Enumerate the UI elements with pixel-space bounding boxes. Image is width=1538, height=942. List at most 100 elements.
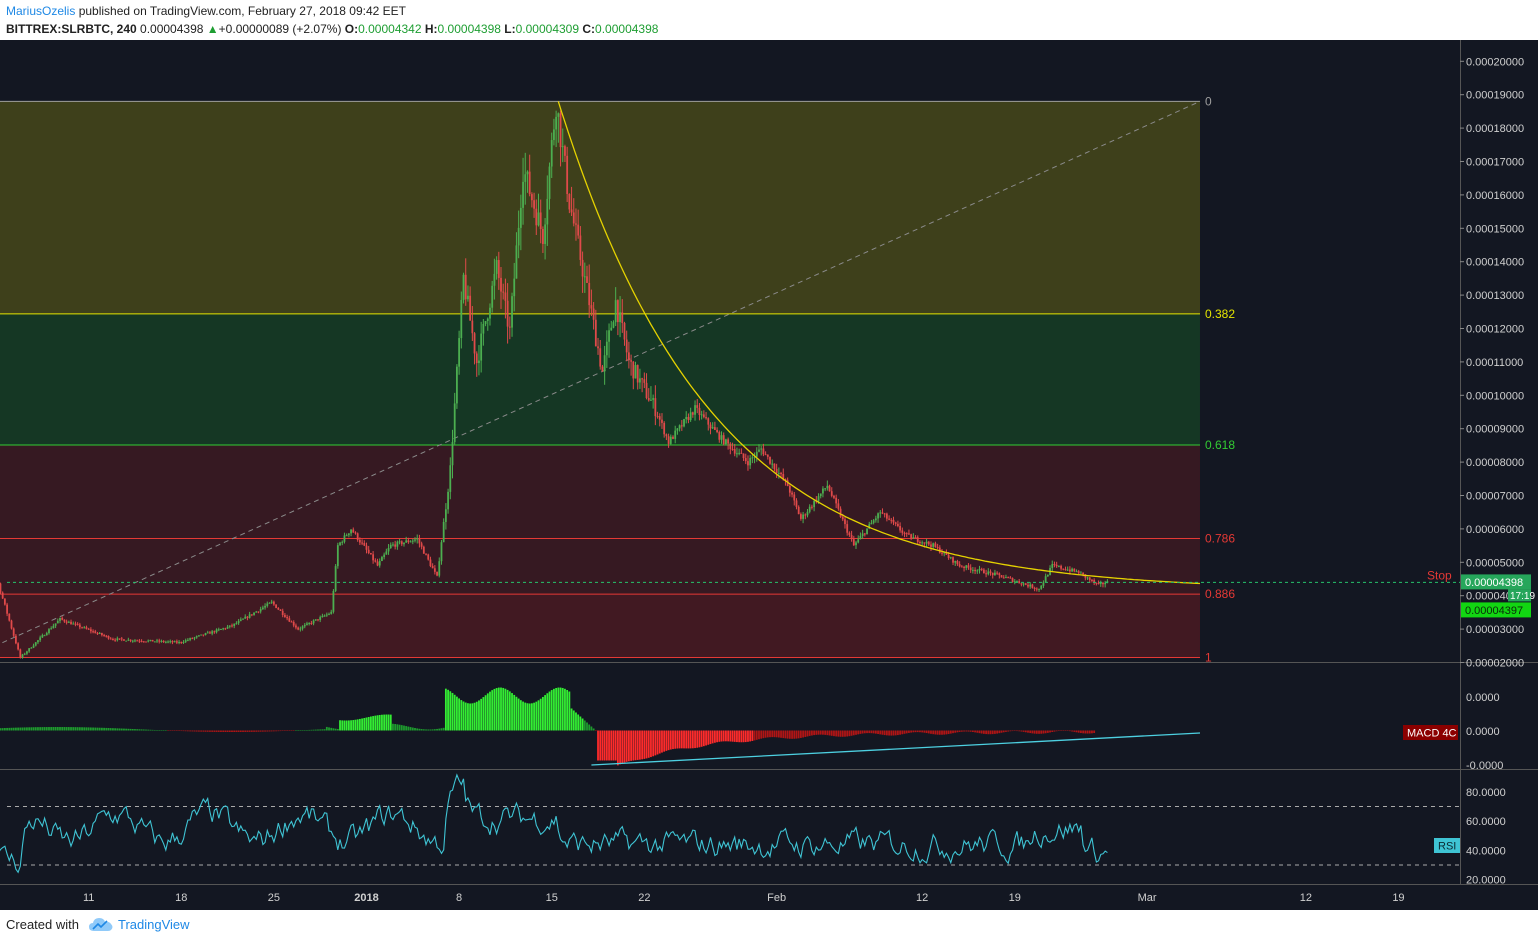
macd-bar-42: [61, 727, 64, 731]
macd-bar-443: [945, 730, 948, 735]
candle-body-27: [28, 648, 31, 652]
tradingview-link[interactable]: TradingView: [118, 917, 190, 932]
candle-body-446: [952, 557, 954, 563]
macd-bar-352: [744, 730, 747, 743]
candle-body-265: [553, 129, 555, 141]
macd-bar-37: [50, 727, 53, 731]
candle-body-34: [43, 635, 46, 637]
macd-bar-301: [632, 730, 635, 761]
candle-body-115: [222, 628, 225, 630]
candle-body-486: [1040, 585, 1043, 589]
macd-bar-366: [775, 730, 778, 738]
rsi-legend-box: [1434, 838, 1460, 853]
macd-bar-148: [295, 730, 297, 731]
price-pane[interactable]: 0 0.382 0.618 0.786 0.886 1 Stop: [0, 94, 1460, 664]
macd-bar-62: [105, 727, 108, 731]
macd-bar-368: [780, 730, 782, 738]
macd-bar-83: [151, 729, 154, 731]
candle-body-426: [908, 533, 910, 535]
candle-body-345: [729, 443, 732, 449]
candle-body-57: [94, 631, 97, 634]
high-value: 0.00004398: [437, 22, 501, 36]
candle-body-408: [868, 524, 871, 529]
macd-bar-122: [237, 730, 240, 732]
macd-bar-257: [535, 701, 538, 731]
candle-body-299: [627, 352, 630, 361]
macd-bar-76: [136, 729, 139, 731]
tradingview-cloud-icon[interactable]: [88, 916, 114, 934]
macd-bar-84: [153, 729, 156, 731]
macd-bar-491: [1051, 730, 1054, 733]
candle-body-287: [601, 366, 604, 372]
macd-bar-216: [444, 688, 447, 731]
macd-bar-480: [1027, 730, 1029, 733]
macd-legend: MACD 4C: [1407, 728, 1457, 740]
macd-bar-79: [142, 729, 145, 731]
macd-bar-256: [533, 702, 535, 731]
macd-bar-184: [374, 715, 377, 731]
fib-label-4: 0.886: [1205, 587, 1235, 601]
macd-bar-448: [956, 730, 959, 733]
price-tick-label-2: 0.00018000: [1466, 123, 1524, 135]
close-value: 0.00004398: [595, 22, 659, 36]
macd-bar-243: [504, 688, 507, 731]
macd-pane[interactable]: [0, 687, 1201, 766]
candle-body-322: [678, 425, 681, 429]
candle-body-311: [654, 398, 657, 417]
macd-bar-128: [250, 730, 253, 732]
candle-body-166: [334, 566, 337, 591]
macd-bar-389: [826, 730, 829, 736]
macd-bar-293: [614, 730, 617, 761]
macd-bar-88: [162, 730, 165, 731]
candle-body-398: [846, 524, 849, 533]
price-tick-label-9: 0.00011000: [1466, 357, 1523, 369]
macd-bar-418: [890, 730, 893, 736]
candle-body-230: [475, 353, 478, 364]
candle-body-417: [888, 518, 890, 520]
candle-body-453: [967, 565, 970, 568]
candle-body-60: [101, 633, 103, 636]
candle-body-297: [623, 322, 626, 340]
candle-body-347: [733, 449, 736, 454]
macd-bar-497: [1064, 730, 1067, 731]
candle-body-383: [813, 500, 816, 508]
candle-body-320: [674, 430, 677, 439]
candle-body-45: [67, 621, 70, 623]
candle-body-103: [195, 636, 198, 638]
candle-body-156: [312, 620, 315, 624]
macd-bar-207: [425, 729, 427, 731]
macd-bar-486: [1040, 730, 1043, 734]
candle-body-435: [927, 541, 930, 545]
candle-body-377: [799, 514, 802, 519]
candle-body-130: [255, 611, 258, 613]
macd-bar-152: [303, 730, 306, 731]
candle-body-87: [160, 640, 163, 642]
macd-bar-300: [630, 730, 632, 761]
macd-bar-25: [23, 727, 26, 731]
candle-body-150: [299, 628, 302, 630]
candle-body-94: [175, 641, 178, 643]
macd-bar-435: [927, 730, 930, 734]
macd-bar-503: [1077, 730, 1080, 733]
candle-body-99: [186, 639, 189, 641]
macd-bar-279: [583, 720, 586, 731]
macd-bar-50: [78, 727, 81, 731]
candle-body-165: [332, 590, 335, 612]
macd-bar-462: [987, 730, 990, 735]
macd-bar-34: [43, 727, 46, 731]
macd-bar-110: [211, 730, 214, 732]
candle-body-422: [899, 525, 902, 531]
macd-bar-56: [92, 727, 94, 731]
candle-body-85: [156, 640, 158, 642]
rsi-pane[interactable]: [0, 773, 1460, 874]
macd-bar-211: [433, 729, 436, 731]
candle-body-174: [352, 529, 355, 533]
macd-bar-219: [451, 692, 454, 731]
macd-bar-36: [48, 727, 50, 731]
candle-body-231: [478, 360, 480, 364]
author-link[interactable]: MariusOzelis: [6, 4, 76, 18]
candle-body-357: [755, 451, 758, 457]
candle-body-185: [376, 561, 379, 566]
macd-bar-442: [943, 730, 946, 735]
